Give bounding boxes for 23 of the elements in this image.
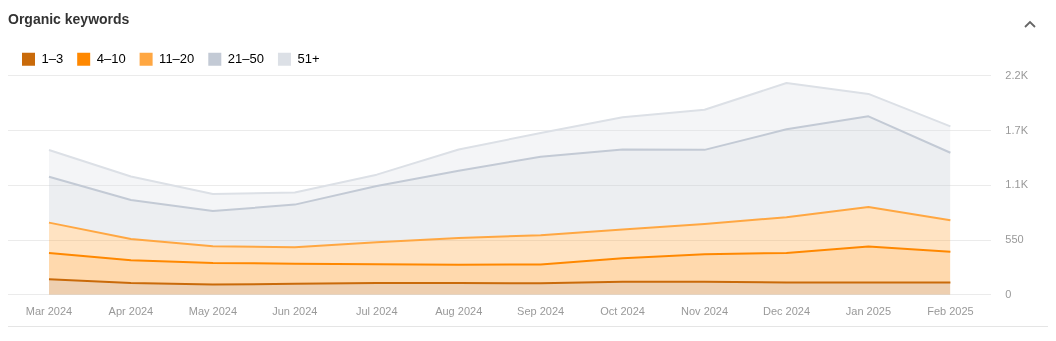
x-tick-label: Nov 2024	[681, 305, 729, 318]
y-tick-label: 1.7K	[1005, 123, 1029, 136]
legend-label: 1–3	[41, 50, 64, 66]
x-tick-label: Jun 2024	[272, 305, 318, 318]
x-tick-label: Mar 2024	[25, 305, 73, 318]
x-tick-label: May 2024	[188, 305, 238, 318]
x-tick-label: Jul 2024	[355, 305, 398, 318]
y-tick-label: 0	[1005, 287, 1012, 300]
y-tick-label: 2.2K	[1005, 68, 1029, 81]
legend-label: 4–10	[96, 50, 126, 66]
y-tick-label: 1.1K	[1005, 178, 1029, 191]
x-tick-label: Aug 2024	[435, 305, 483, 318]
x-tick-label: Sep 2024	[517, 305, 565, 318]
legend-label: 21–50	[227, 50, 264, 66]
x-tick-label: Dec 2024	[762, 305, 811, 318]
legend-label: 11–20	[159, 50, 195, 66]
x-tick-label: Apr 2024	[108, 305, 154, 318]
x-tick-label: Feb 2025	[927, 305, 974, 318]
legend-label: 51+	[297, 50, 320, 66]
chart-title: Organic keywords	[8, 11, 130, 28]
x-tick-label: Jan 2025	[845, 305, 892, 318]
y-tick-label: 550	[1005, 233, 1024, 246]
x-tick-label: Oct 2024	[600, 305, 645, 318]
